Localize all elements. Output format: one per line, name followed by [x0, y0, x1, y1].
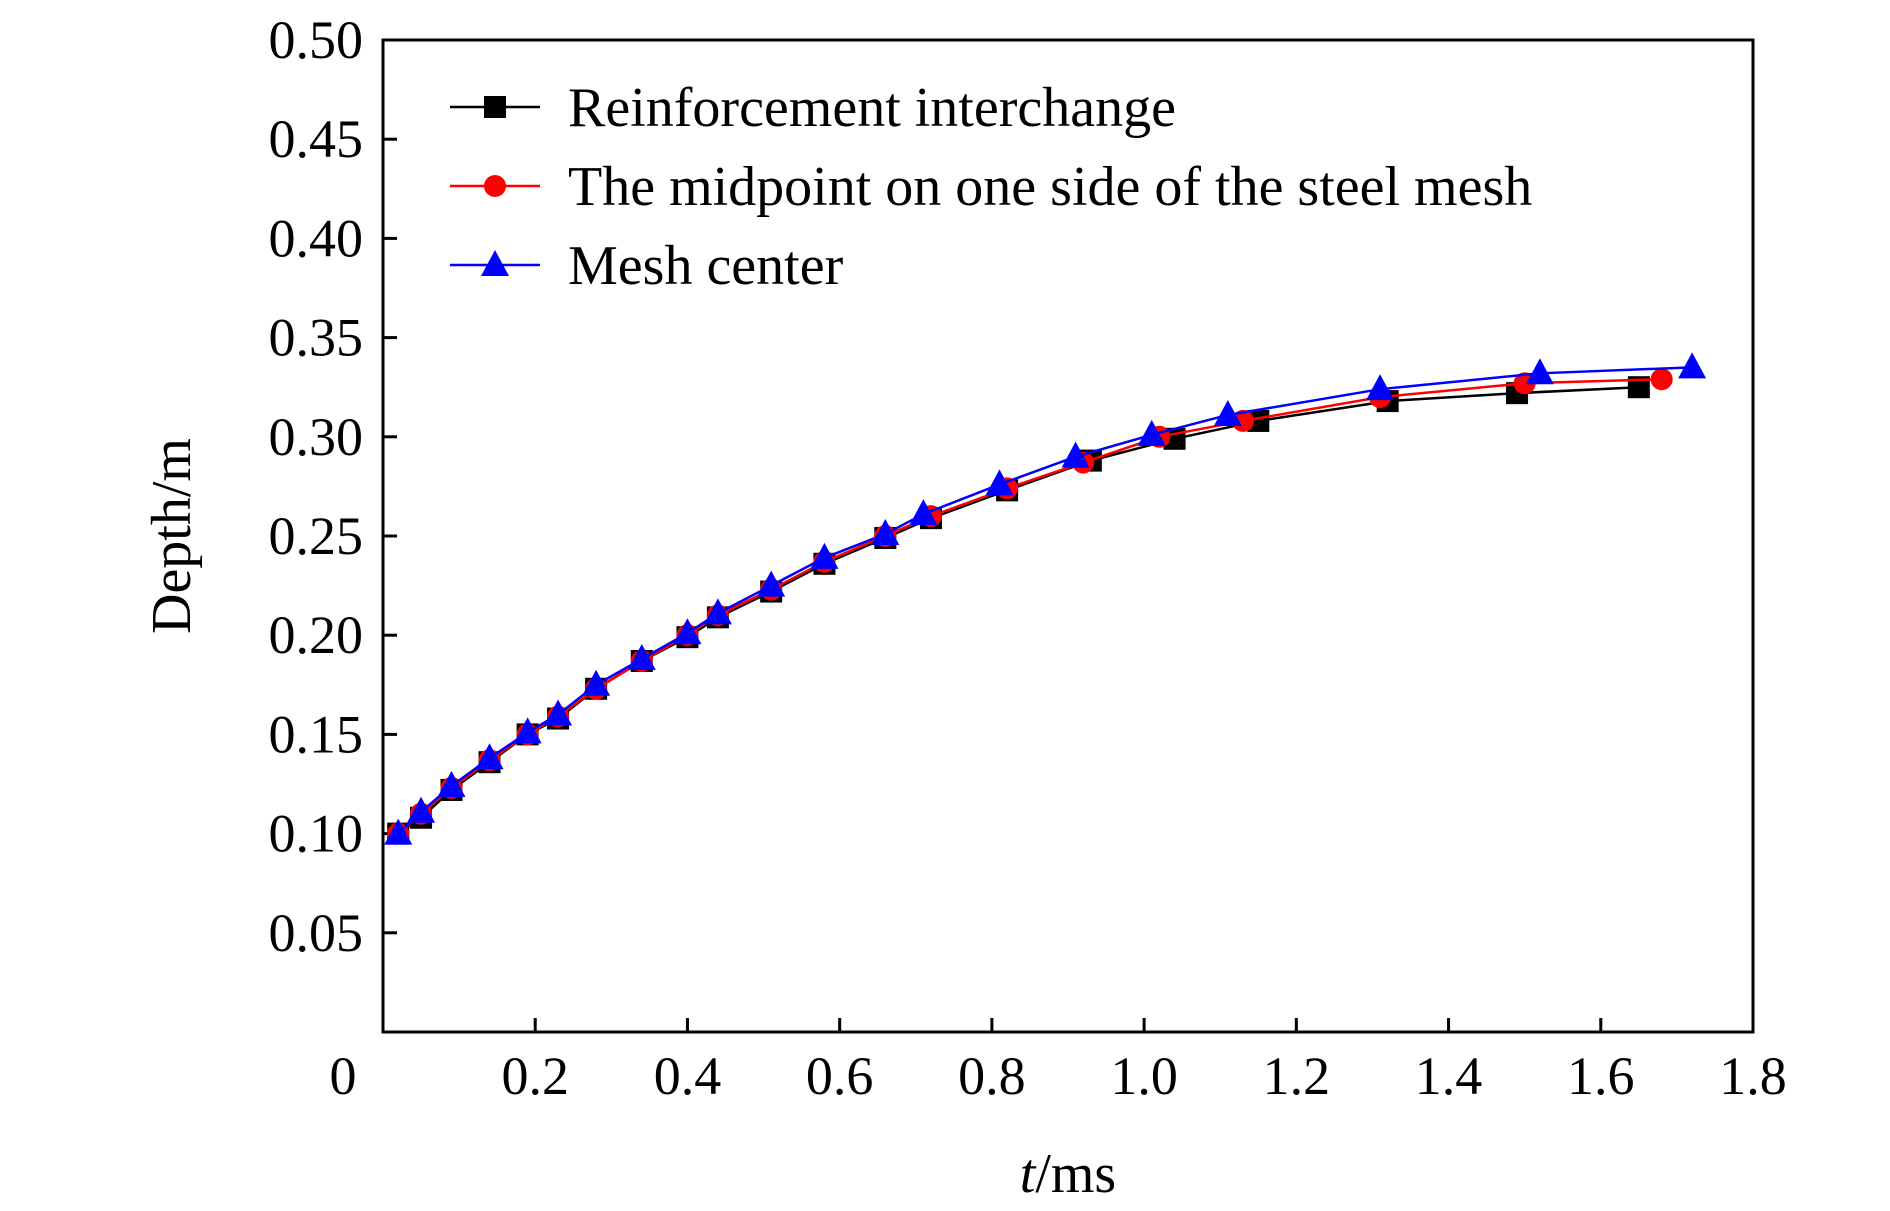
data-point-triangle [810, 542, 839, 569]
data-point-triangle [1678, 352, 1707, 379]
x-tick-label: 0.4 [654, 1046, 722, 1106]
x-tick-label: 1.2 [1263, 1046, 1331, 1106]
series-triangle [384, 352, 1707, 845]
origin-label: 0 [330, 1046, 357, 1106]
x-axis-title-italic: t [1020, 1143, 1037, 1205]
series-line [397, 385, 1639, 835]
series-square [387, 376, 1650, 845]
x-axis-title: t/ms [1020, 1143, 1116, 1205]
y-tick-label: 0.50 [269, 10, 364, 70]
y-axis-title: Depth/m [141, 438, 203, 634]
data-point-triangle [757, 570, 786, 597]
legend-item: Mesh center [450, 235, 844, 297]
data-point-triangle [384, 818, 413, 845]
x-tick-label: 0.8 [958, 1046, 1026, 1106]
data-point-triangle [437, 770, 466, 797]
data-point-triangle [909, 499, 938, 526]
legend-item: Reinforcement interchange [450, 77, 1176, 139]
y-tick-label: 0.35 [269, 308, 364, 368]
y-tick-label: 0.15 [269, 704, 364, 764]
series-line [397, 378, 1662, 835]
y-tick-label: 0.30 [269, 407, 364, 467]
x-tick-label: 1.0 [1110, 1046, 1178, 1106]
data-point-triangle [1366, 374, 1395, 401]
data-point-square [484, 96, 506, 118]
y-tick-label: 0.25 [269, 506, 364, 566]
series-circle [387, 368, 1673, 845]
data-point-triangle [1213, 399, 1242, 426]
data-point-triangle [1137, 419, 1166, 446]
y-tick-label: 0.05 [269, 903, 364, 963]
x-axis-title-unit: /ms [1035, 1143, 1116, 1205]
data-point-triangle [1525, 358, 1554, 385]
data-point-triangle [513, 717, 542, 744]
x-tick-label: 1.6 [1567, 1046, 1635, 1106]
data-point-triangle [1061, 441, 1090, 468]
legend-label: Mesh center [568, 235, 844, 297]
data-point-triangle [703, 598, 732, 625]
data-point-circle [1650, 368, 1673, 391]
data-point-triangle [475, 743, 504, 770]
x-tick-label: 1.8 [1719, 1046, 1787, 1106]
x-tick-label: 0.2 [501, 1046, 569, 1106]
data-point-circle [1232, 409, 1255, 432]
legend-label: The midpoint on one side of the steel me… [568, 156, 1532, 218]
series-line [397, 366, 1693, 835]
y-tick-label: 0.10 [269, 804, 364, 864]
legend-item: The midpoint on one side of the steel me… [450, 156, 1532, 218]
legend: Reinforcement interchange The midpoint on… [450, 77, 1532, 297]
legend-label: Reinforcement interchange [568, 77, 1176, 139]
data-point-triangle [627, 644, 656, 671]
axis-ticks: 0.2 0.4 0.6 0.8 1.0 1.2 1.4 1.6 1.8 0.05 0.10 0.15 0… [269, 10, 1787, 1106]
y-tick-label: 0.45 [269, 109, 364, 169]
data-point-circle [484, 175, 506, 197]
data-point-triangle [985, 469, 1014, 496]
series-layer [384, 352, 1707, 845]
x-tick-label: 1.4 [1415, 1046, 1483, 1106]
data-point-triangle [407, 796, 436, 823]
data-point-square [1627, 376, 1650, 399]
data-point-triangle [871, 519, 900, 546]
y-tick-label: 0.20 [269, 605, 364, 665]
data-point-triangle [544, 699, 573, 726]
data-point-square [1247, 409, 1270, 432]
y-tick-label: 0.40 [269, 208, 364, 268]
data-point-triangle [582, 669, 611, 696]
data-point-triangle [481, 250, 509, 276]
data-point-triangle [673, 618, 702, 645]
x-tick-label: 0.6 [806, 1046, 874, 1106]
